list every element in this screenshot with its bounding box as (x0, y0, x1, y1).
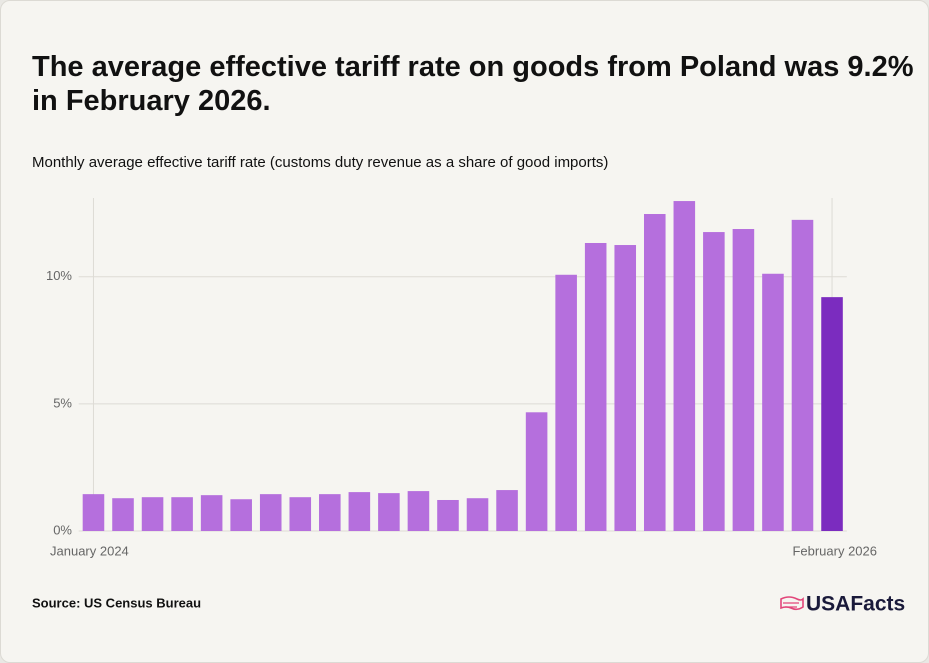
y-tick-label: 0% (53, 522, 72, 537)
bar (466, 498, 489, 531)
bar (584, 242, 607, 531)
bar (112, 498, 134, 531)
bar (496, 490, 518, 531)
brand: USAFacts (806, 593, 905, 616)
logo-icon (780, 596, 804, 611)
bar (378, 493, 400, 531)
bar (171, 497, 193, 531)
bar (643, 214, 666, 531)
bar (319, 494, 341, 531)
source: Source: US Census Bureau (32, 595, 201, 610)
bar (525, 412, 548, 531)
bar (673, 201, 696, 531)
bar (437, 499, 459, 531)
bar (762, 273, 784, 531)
bar (703, 232, 725, 531)
y-tick-label: 10% (46, 268, 72, 283)
bar (348, 492, 371, 531)
bar (230, 499, 252, 531)
bar (614, 245, 637, 531)
y-tick-label: 5% (53, 395, 72, 410)
bar (141, 497, 164, 531)
x-tick-label: January 2024 (50, 543, 129, 558)
bar (289, 497, 312, 531)
bar (407, 491, 430, 531)
bar (200, 495, 223, 531)
bar (555, 274, 577, 531)
bar (82, 494, 105, 531)
bar (821, 297, 843, 531)
chart-title-line: The average effective tariff rate on goo… (32, 51, 914, 117)
bar (791, 219, 814, 531)
chart-subtitle: Monthly average effective tariff rate (c… (32, 154, 608, 171)
bar (732, 229, 755, 531)
bar (259, 494, 282, 531)
x-tick-label: February 2026 (792, 543, 877, 558)
